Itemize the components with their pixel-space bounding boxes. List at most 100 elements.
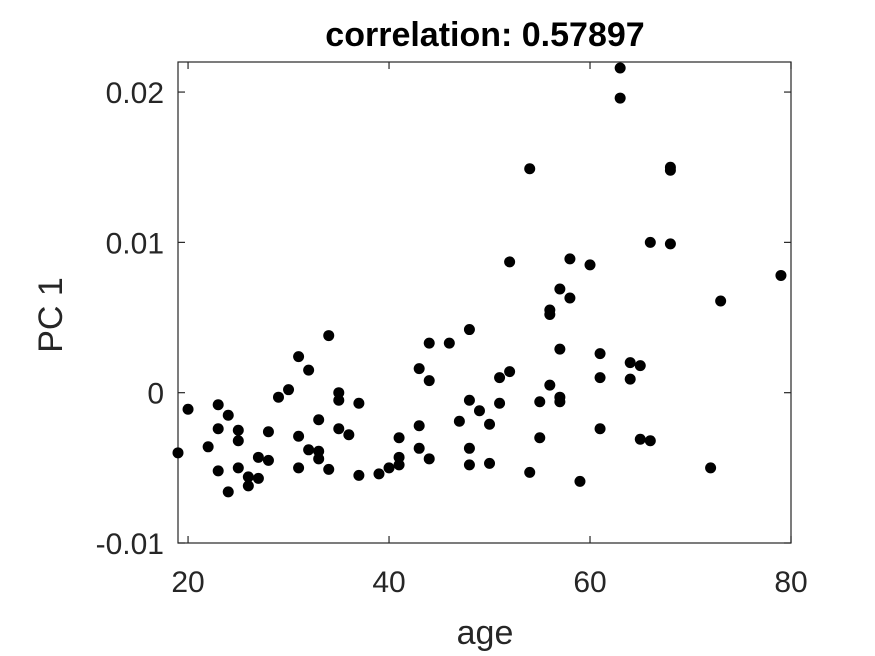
data-point bbox=[423, 337, 435, 349]
data-point bbox=[323, 463, 335, 475]
data-point bbox=[494, 397, 506, 409]
data-point bbox=[594, 423, 606, 435]
data-point bbox=[463, 394, 475, 406]
data-point bbox=[534, 396, 546, 408]
data-point bbox=[544, 309, 556, 321]
data-point bbox=[504, 366, 516, 378]
data-point bbox=[283, 384, 295, 396]
y-tick-label: -0.01 bbox=[96, 528, 164, 561]
data-point bbox=[262, 454, 274, 466]
data-point bbox=[242, 480, 254, 492]
data-point bbox=[212, 423, 224, 435]
data-point bbox=[222, 409, 234, 421]
data-point bbox=[554, 283, 566, 295]
data-point bbox=[594, 372, 606, 384]
tick-labels: 20 40 60 80 -0.01 0 0.01 0.02 bbox=[96, 77, 808, 599]
data-point bbox=[524, 163, 536, 175]
data-point bbox=[212, 399, 224, 411]
data-point bbox=[554, 343, 566, 355]
data-point bbox=[202, 441, 214, 453]
chart-title: correlation: 0.57897 bbox=[325, 16, 644, 54]
data-point bbox=[232, 424, 244, 436]
data-point bbox=[232, 462, 244, 474]
data-point bbox=[664, 238, 676, 250]
data-point bbox=[544, 379, 556, 391]
data-point bbox=[463, 324, 475, 336]
data-point bbox=[554, 396, 566, 408]
data-point bbox=[614, 62, 626, 74]
data-point bbox=[413, 442, 425, 454]
data-point bbox=[423, 453, 435, 465]
data-point bbox=[373, 468, 385, 480]
data-points bbox=[172, 62, 787, 498]
data-point bbox=[393, 432, 405, 444]
axis-ticks bbox=[178, 62, 792, 544]
data-point bbox=[664, 164, 676, 176]
data-point bbox=[242, 471, 254, 483]
data-point bbox=[293, 351, 305, 363]
data-point bbox=[413, 420, 425, 432]
data-point bbox=[423, 375, 435, 387]
data-point bbox=[252, 472, 264, 484]
data-point bbox=[564, 253, 576, 265]
data-point bbox=[303, 364, 315, 376]
data-point bbox=[333, 394, 345, 406]
y-tick-label: 0.02 bbox=[106, 77, 164, 110]
data-point bbox=[634, 433, 646, 445]
data-point bbox=[303, 444, 315, 456]
data-point bbox=[313, 414, 325, 426]
x-tick-label: 60 bbox=[573, 566, 606, 599]
data-point bbox=[504, 256, 516, 268]
data-point bbox=[644, 435, 656, 447]
data-point bbox=[353, 397, 365, 409]
data-point bbox=[212, 465, 224, 477]
data-point bbox=[473, 405, 485, 417]
data-point bbox=[484, 418, 496, 430]
data-point bbox=[172, 447, 184, 459]
data-point bbox=[313, 453, 325, 465]
data-point bbox=[634, 360, 646, 372]
x-axis-label: age bbox=[457, 614, 514, 652]
data-point bbox=[323, 330, 335, 342]
data-point bbox=[393, 451, 405, 463]
data-point bbox=[463, 442, 475, 454]
x-tick-label: 20 bbox=[171, 566, 204, 599]
data-point bbox=[262, 426, 274, 438]
data-point bbox=[413, 363, 425, 375]
x-tick-label: 40 bbox=[372, 566, 405, 599]
data-point bbox=[353, 469, 365, 481]
y-tick-label: 0 bbox=[147, 378, 164, 411]
data-point bbox=[484, 457, 496, 469]
data-point bbox=[524, 466, 536, 478]
data-point bbox=[534, 432, 546, 444]
data-point bbox=[705, 462, 717, 474]
data-point bbox=[644, 236, 656, 248]
data-point bbox=[222, 486, 234, 498]
data-point bbox=[232, 435, 244, 447]
data-point bbox=[393, 459, 405, 471]
data-point bbox=[584, 259, 596, 271]
data-point bbox=[272, 391, 284, 403]
data-point bbox=[624, 373, 636, 385]
data-point bbox=[574, 475, 586, 487]
y-axis-label: PC 1 bbox=[32, 277, 70, 353]
data-point bbox=[564, 292, 576, 304]
data-point bbox=[333, 387, 345, 399]
data-point bbox=[252, 451, 264, 463]
data-point bbox=[443, 337, 455, 349]
data-point bbox=[594, 348, 606, 360]
data-point bbox=[293, 462, 305, 474]
data-point bbox=[182, 403, 194, 415]
data-point bbox=[715, 295, 727, 307]
data-point bbox=[453, 415, 465, 427]
data-point bbox=[333, 423, 345, 435]
data-point bbox=[624, 357, 636, 369]
x-tick-label: 80 bbox=[774, 566, 807, 599]
data-point bbox=[343, 429, 355, 441]
data-point bbox=[293, 430, 305, 442]
plot-area bbox=[177, 61, 792, 544]
data-point bbox=[313, 445, 325, 457]
y-tick-label: 0.01 bbox=[106, 227, 164, 260]
data-point bbox=[614, 92, 626, 104]
